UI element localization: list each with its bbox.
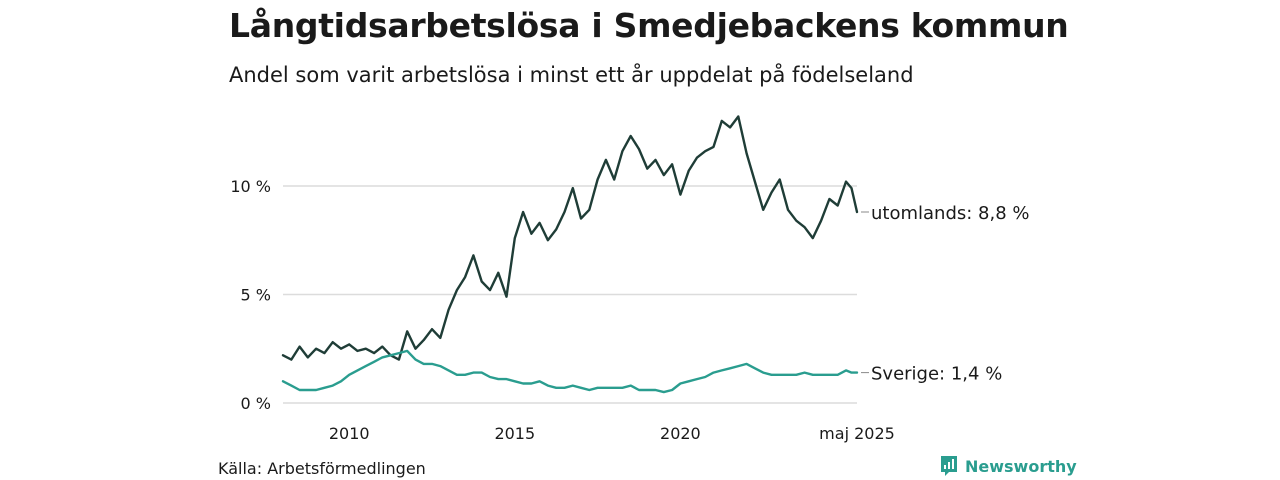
brand-name: Newsworthy bbox=[965, 456, 1077, 476]
newsworthy-logo-icon bbox=[941, 456, 957, 476]
x-tick-label: 2020 bbox=[660, 424, 701, 443]
brand-logo[interactable]: Newsworthy bbox=[939, 455, 1077, 477]
series-line-utomlands bbox=[281, 115, 859, 361]
series-lines bbox=[281, 115, 859, 394]
end-label-utomlands: utomlands: 8,8 % bbox=[871, 203, 1030, 224]
y-tick-label: 0 % bbox=[241, 394, 271, 413]
y-tick-label: 5 % bbox=[241, 285, 271, 304]
y-axis-ticks: 0 % 5 % 10 % bbox=[230, 177, 271, 413]
y-tick-label: 10 % bbox=[230, 177, 271, 196]
end-label-sverige: Sverige: 1,4 % bbox=[871, 364, 1002, 385]
end-labels: utomlands: 8,8 % Sverige: 1,4 % bbox=[861, 203, 1030, 385]
x-tick-label: 2015 bbox=[494, 424, 535, 443]
chart-subtitle: Andel som varit arbetslösa i minst ett å… bbox=[229, 63, 914, 87]
series-line-sverige bbox=[281, 349, 859, 394]
source-note: Källa: Arbetsförmedlingen bbox=[218, 459, 426, 478]
x-axis-ticks: 2010 2015 2020 maj 2025 bbox=[329, 424, 895, 443]
x-tick-label: 2010 bbox=[329, 424, 370, 443]
x-tick-label: maj 2025 bbox=[819, 424, 895, 443]
chart-title: Långtidsarbetslösa i Smedjebackens kommu… bbox=[229, 6, 1069, 45]
grid-lines bbox=[283, 185, 857, 404]
